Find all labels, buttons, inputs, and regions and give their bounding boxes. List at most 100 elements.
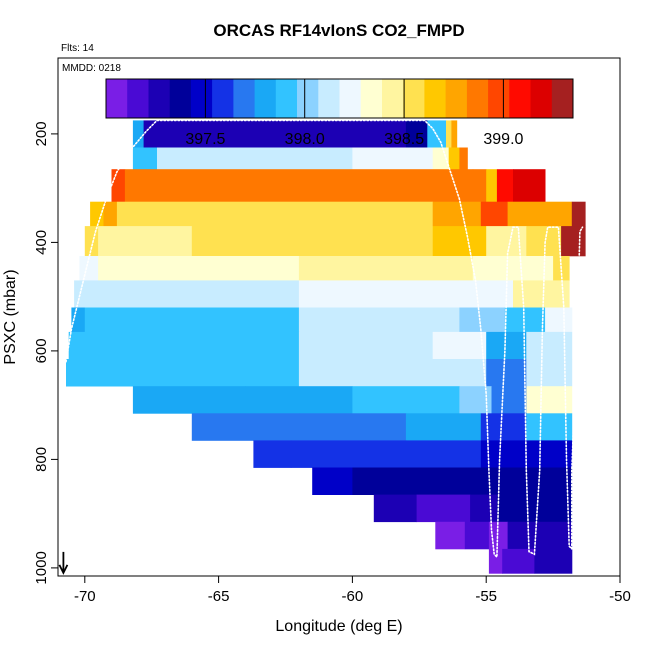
plot-cells (66, 120, 586, 574)
heatmap-cell (298, 307, 460, 333)
heatmap-cell (272, 120, 300, 148)
heatmap-cell (480, 201, 508, 227)
heatmap-cell (405, 440, 482, 468)
heatmap-cell (432, 147, 450, 170)
heatmap-cell (545, 307, 573, 333)
colorbar-tick-label: 398.0 (285, 131, 325, 148)
flight-track-layer (65, 119, 584, 559)
heatmap-cell (245, 386, 353, 414)
heatmap-cell (526, 226, 562, 257)
heatmap-cell (432, 256, 474, 281)
colorbar-swatch (509, 79, 531, 118)
colorbar-tick-label: 397.5 (185, 131, 225, 148)
colorbar (105, 78, 574, 119)
x-tick-label: -65 (208, 588, 230, 605)
colorbar-swatch (297, 79, 319, 118)
heatmap-cell (496, 494, 573, 523)
heatmap-cell (116, 201, 434, 227)
heatmap-cell (111, 169, 126, 203)
heatmap-cell (496, 169, 514, 203)
colorbar-swatch (275, 79, 298, 118)
flight-track-line (65, 119, 584, 559)
heatmap-cell (352, 147, 434, 170)
colorbar-swatch (488, 79, 510, 118)
heatmap-cell (132, 147, 158, 170)
heatmap-cell (290, 440, 407, 468)
heatmap-cell (143, 120, 179, 148)
heatmap-cell (480, 413, 527, 441)
colorbar-frame (105, 78, 574, 119)
heatmap-cell (561, 226, 586, 257)
heatmap-cell (448, 147, 460, 170)
heatmap-cell (432, 201, 482, 227)
heatmap-cell (507, 201, 573, 227)
x-axis-label: Longitude (deg E) (275, 618, 402, 635)
down-arrow-icon (58, 551, 69, 575)
heatmap-cell (191, 413, 300, 441)
heatmap-cell (427, 120, 447, 148)
heatmap-cell (486, 226, 527, 257)
heatmap-cell (138, 280, 300, 308)
heatmap-cell (513, 169, 546, 203)
x-tick-label: -60 (342, 588, 364, 605)
heatmap-cell (74, 280, 139, 308)
date-label: MMDD: 0218 (62, 63, 121, 74)
colorbar-swatch (233, 79, 256, 118)
heatmap-cell (502, 548, 535, 574)
heatmap-cell (298, 359, 434, 387)
heatmap-cell (298, 120, 407, 148)
colorbar-swatch (445, 79, 468, 118)
colorbar-swatch (382, 79, 404, 118)
heatmap-cell (373, 494, 417, 523)
heatmap-cell (571, 201, 586, 227)
heatmap-cell (298, 256, 434, 281)
heatmap-cell (124, 359, 300, 387)
colorbar-swatch (169, 79, 192, 118)
y-tick-label: 600 (33, 338, 50, 363)
heatmap-cell (66, 359, 126, 387)
heatmap-cell (432, 226, 487, 257)
heatmap-cell (178, 120, 273, 148)
colorbar-swatch (148, 79, 171, 118)
colorbar-swatch (360, 79, 383, 118)
heatmap-cell (486, 359, 527, 387)
heatmap-cell (446, 120, 452, 148)
colorbar-swatch (318, 79, 340, 118)
heatmap-cell (504, 307, 546, 333)
heatmap-cell (486, 331, 527, 360)
colorbar-swatch (212, 79, 234, 118)
arrow-head (58, 564, 69, 575)
colorbar-tick-label: 399.0 (483, 131, 523, 148)
colorbar-swatch (551, 79, 574, 118)
y-axis: 200 400 600 800 1000 (33, 121, 58, 585)
heatmap-cell (157, 147, 353, 170)
heatmap-cell (352, 386, 460, 414)
heatmap-cell (68, 331, 126, 360)
heatmap-cell (298, 280, 460, 308)
heatmap-cell (459, 307, 506, 333)
heatmap-cell (405, 120, 428, 148)
heatmap-cell (534, 548, 573, 574)
heatmap-cell (191, 226, 434, 257)
heatmap-cell (298, 413, 407, 441)
heatmap-cell (459, 280, 514, 308)
colorbar-swatch (466, 79, 489, 118)
heatmap-cell (253, 440, 292, 468)
heatmap-cell (464, 521, 490, 550)
colorbar-swatch (190, 79, 213, 118)
heatmap-cell (432, 359, 487, 387)
colorbar-swatch (339, 79, 362, 118)
heatmap-cell (472, 256, 554, 281)
colorbar-swatch (424, 79, 447, 118)
flights-label: Flts: 14 (61, 43, 94, 54)
heatmap-cell (132, 386, 246, 414)
heatmap-cell (526, 413, 573, 441)
heatmap-cell (470, 494, 498, 523)
heatmap-cell (507, 521, 573, 550)
heatmap-cell (90, 201, 104, 227)
heatmap-cell (124, 331, 300, 360)
x-tick-label: -55 (475, 588, 497, 605)
heatmap-cell (98, 226, 193, 257)
colorbar-swatch (106, 79, 128, 118)
